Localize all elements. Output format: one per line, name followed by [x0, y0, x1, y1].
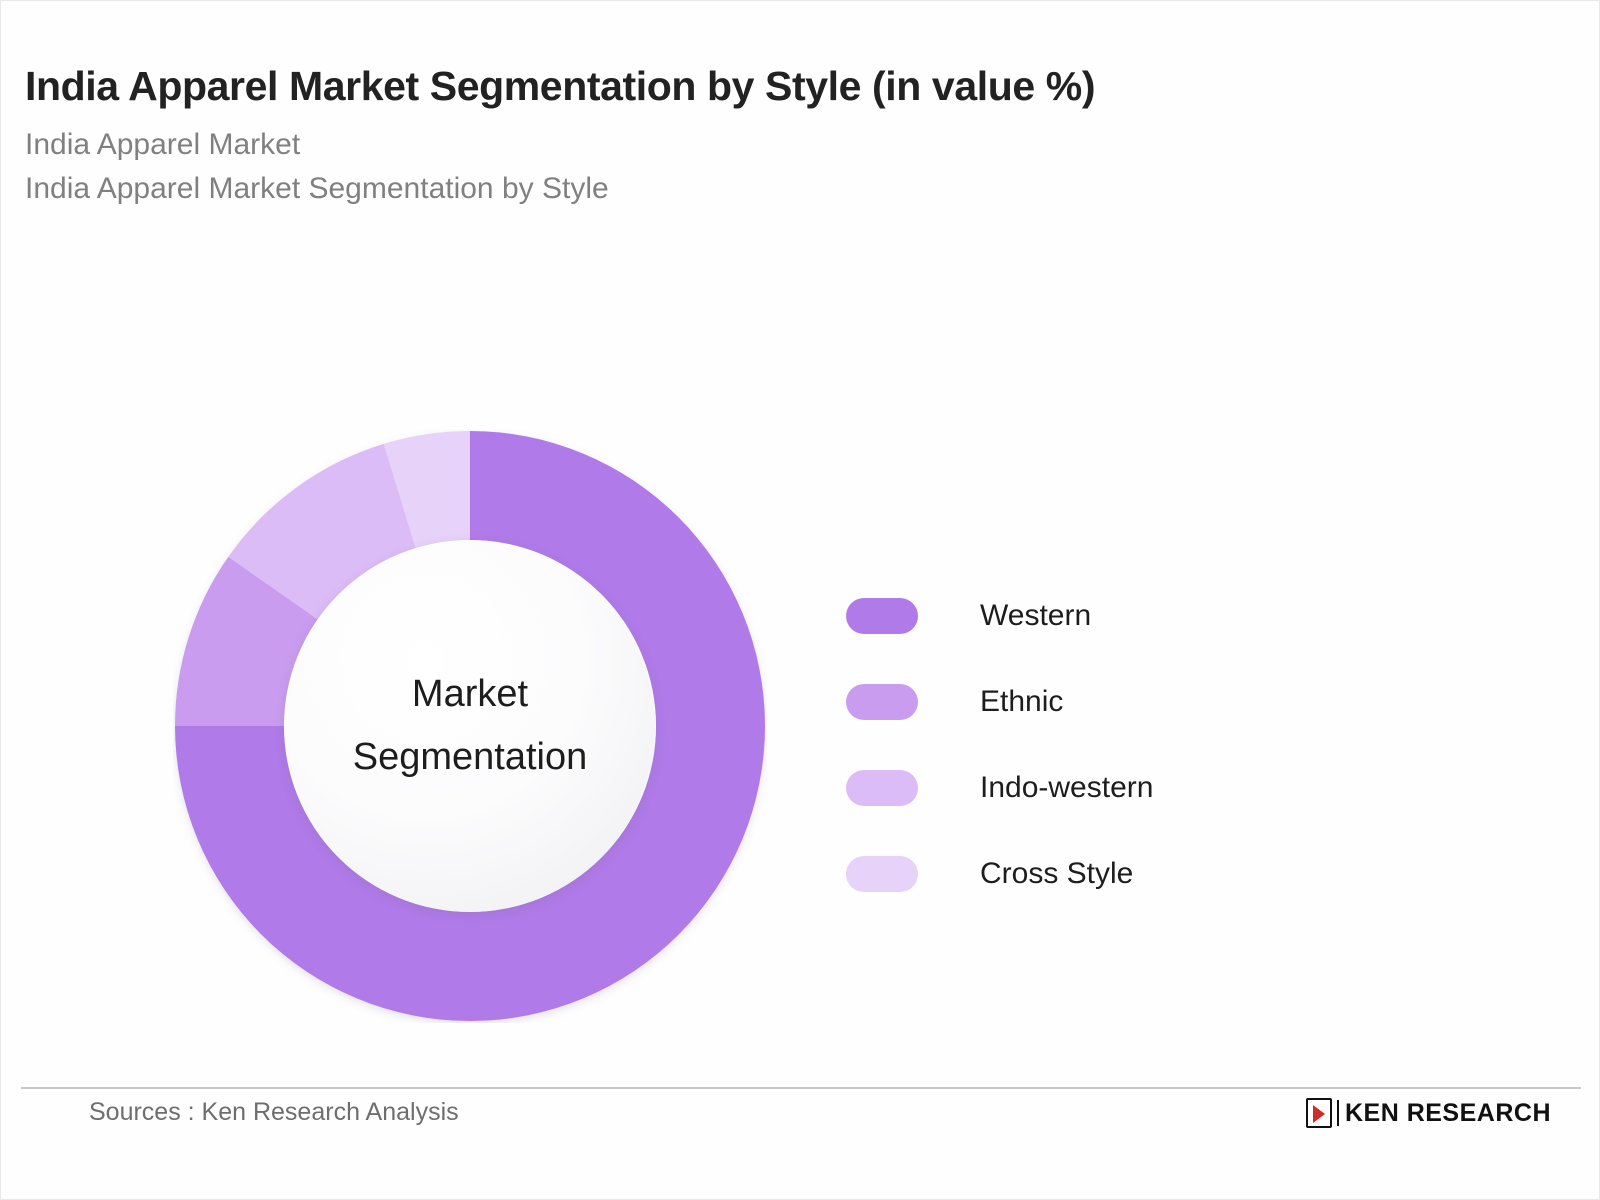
subtitle-market: India Apparel Market	[25, 128, 301, 162]
legend-label: Western	[980, 599, 1092, 632]
donut-slice-cross-style[interactable]	[383, 431, 470, 549]
legend-swatch-icon	[846, 684, 918, 720]
donut-slice-indo-western[interactable]	[228, 443, 416, 620]
ken-research-logo: KEN RESEARCH	[1305, 1096, 1551, 1130]
legend-label: Cross Style	[980, 857, 1134, 890]
logo-divider-icon	[1336, 1100, 1339, 1126]
donut-center-line-1: Market	[411, 673, 529, 716]
donut-center-line-2: Segmentation	[352, 736, 588, 778]
donut-svg	[175, 431, 765, 1021]
chart-area: Market Segmentation Western Ethnic Indo-we…	[1, 301, 1600, 1061]
legend-label: Ethnic	[980, 685, 1064, 718]
legend-swatch-icon	[846, 856, 918, 892]
legend-swatch-icon	[846, 598, 918, 634]
source-note: Sources : Ken Research Analysis	[89, 1098, 459, 1126]
legend-label: Indo-western	[980, 771, 1154, 804]
chart-legend: Western Ethnic Indo-western Cross Style	[846, 573, 1326, 917]
legend-swatch-icon	[846, 770, 918, 806]
donut-slice-ethnic[interactable]	[175, 556, 318, 726]
donut-slice-western[interactable]	[175, 431, 765, 1021]
subtitle-segmentation: India Apparel Market Segmentation by Sty…	[25, 171, 609, 205]
brand-name: KEN RESEARCH	[1344, 1098, 1551, 1127]
legend-item-western[interactable]: Western	[846, 573, 1326, 659]
donut-slices	[175, 431, 765, 1021]
legend-item-ethnic[interactable]: Ethnic	[846, 659, 1326, 745]
ken-logo-icon	[1305, 1098, 1332, 1128]
legend-item-indo-western[interactable]: Indo-western	[846, 745, 1326, 831]
header: India Apparel Market Segmentation by Sty…	[25, 63, 1525, 207]
donut-chart: Market Segmentation	[173, 429, 767, 1023]
page-title: India Apparel Market Segmentation by Sty…	[25, 63, 1096, 109]
donut-center-label: Market Segmentation	[284, 540, 656, 912]
legend-item-cross-style[interactable]: Cross Style	[846, 831, 1326, 917]
footer-divider	[21, 1087, 1581, 1089]
